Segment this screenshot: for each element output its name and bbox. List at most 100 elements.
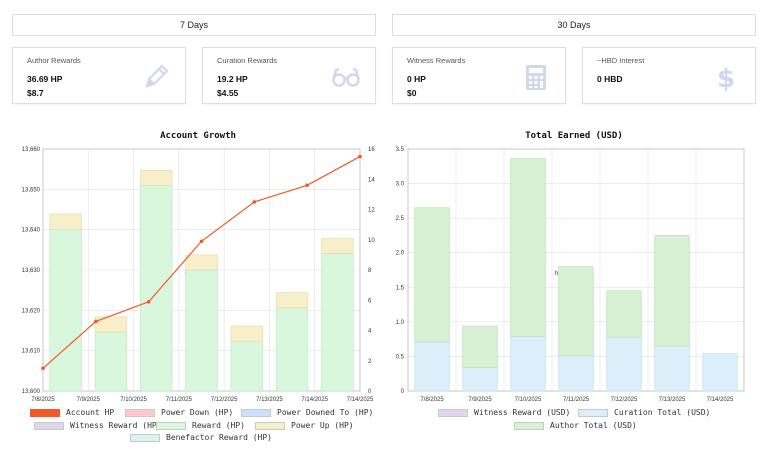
reward-bar: [140, 184, 173, 392]
legend-item[interactable]: Power Up (HP): [255, 421, 354, 430]
author-rewards-card: Author Rewards 36.69 HP $8.7: [12, 47, 186, 104]
legend-swatch: [255, 421, 285, 430]
y-tick-label: 1.5: [396, 285, 405, 291]
legend-item[interactable]: Account HP: [30, 408, 114, 417]
x-tick-label: 7/8/2025: [31, 397, 55, 403]
legend-item[interactable]: Witness Reward (USD): [438, 408, 570, 417]
y-left-tick-label: 13,600: [22, 389, 41, 395]
curation-total-bar: [654, 345, 690, 392]
y-right-tick-label: 16: [368, 147, 375, 153]
legend-item[interactable]: Author Total (USD): [514, 421, 637, 430]
svg-text:$: $: [717, 64, 735, 92]
legend-label: Reward (HP): [192, 421, 245, 430]
x-tick-label: 7/10/2025: [515, 397, 542, 403]
legend-item[interactable]: Witness Reward (HP): [34, 421, 162, 430]
total-earned-legend: Witness Reward (USD) Curation Total (USD)…: [384, 406, 768, 436]
author-total-bar: [654, 235, 690, 347]
y-left-tick-label: 13,610: [22, 349, 41, 355]
legend-item[interactable]: Power Down (HP): [125, 408, 233, 417]
witness-rewards-card: Witness Rewards 0 HP $0: [392, 47, 566, 104]
card-value-hbd: 0 HBD: [597, 74, 623, 84]
legend-label: Curation Total (USD): [614, 408, 711, 417]
author-total-bar: [414, 207, 450, 343]
account-hp-point: [41, 366, 45, 371]
curation-total-bar: [414, 341, 450, 392]
legend-label: Witness Reward (HP): [70, 421, 162, 430]
reward-bar: [321, 253, 354, 392]
legend-item[interactable]: Power Downed To (HP): [241, 408, 373, 417]
x-tick-label: 7/8/2025: [420, 397, 444, 403]
y-tick-label: 1.0: [396, 320, 405, 326]
legend-item[interactable]: Benefactor Reward (HP): [130, 433, 272, 442]
curation-rewards-card: Curation Rewards 19.2 HP $4.55: [202, 47, 376, 104]
account-hp-point: [252, 200, 257, 204]
legend-swatch: [578, 408, 608, 417]
glasses-icon: [331, 62, 361, 92]
legend-label: Author Total (USD): [550, 421, 637, 430]
thirty-days-button[interactable]: 30 Days: [392, 14, 756, 36]
power-up-bar: [94, 316, 128, 333]
x-tick-label: 7/14/2025: [347, 397, 374, 403]
legend-swatch: [130, 433, 160, 442]
y-left-tick-label: 13,660: [22, 147, 41, 153]
y-right-tick-label: 2: [368, 359, 372, 365]
total-earned-title: Total Earned (USD): [525, 131, 623, 141]
power-up-bar: [49, 213, 82, 230]
reward-bar: [230, 340, 263, 392]
legend-swatch: [156, 421, 186, 430]
y-tick-label: 3.5: [396, 147, 405, 153]
x-tick-label: 7/12/2025: [611, 397, 638, 403]
y-tick-label: 2.5: [396, 216, 405, 222]
x-tick-label: 7/14/2025: [301, 397, 328, 403]
power-up-bar: [275, 292, 309, 309]
reward-bar: [185, 269, 218, 392]
x-tick-label: 7/13/2025: [256, 397, 283, 403]
y-right-tick-label: 8: [368, 268, 372, 274]
y-left-tick-label: 13,640: [22, 228, 41, 234]
x-tick-label: 7/11/2025: [166, 397, 193, 403]
dollar-icon: $: [711, 62, 741, 94]
seven-days-button[interactable]: 7 Days: [12, 14, 376, 36]
pencil-icon: [141, 62, 171, 92]
y-left-tick-label: 13,620: [22, 308, 41, 314]
power-up-bar: [185, 254, 218, 271]
card-value-usd: $0: [407, 88, 417, 98]
legend-swatch: [241, 408, 271, 417]
account-hp-point: [146, 299, 151, 304]
card-label: Witness Rewards: [407, 56, 466, 65]
card-label: Curation Rewards: [217, 56, 278, 65]
legend-label: Power Down (HP): [161, 408, 234, 417]
legend-item[interactable]: Curation Total (USD): [578, 408, 710, 417]
x-tick-label: 7/11/2025: [563, 397, 590, 403]
account-hp-point: [199, 239, 204, 244]
legend-label: Power Up (HP): [291, 421, 354, 430]
legend-swatch: [30, 408, 60, 417]
legend-swatch: [438, 408, 468, 417]
hbd-interest-card: ~HBD Interest 0 HBD $: [582, 47, 756, 104]
legend-item[interactable]: Reward (HP): [156, 421, 245, 430]
author-total-bar: [510, 158, 546, 337]
y-right-tick-label: 0: [368, 389, 372, 395]
y-tick-label: 0.5: [396, 354, 405, 360]
x-tick-label: 7/9/2025: [468, 397, 492, 403]
card-value-usd: $8.7: [27, 88, 44, 98]
account-growth-title: Account Growth: [160, 131, 236, 141]
author-total-bar: [558, 266, 594, 357]
account-hp-point: [305, 183, 309, 188]
legend-swatch: [514, 421, 544, 430]
legend-label: Benefactor Reward (HP): [166, 433, 272, 442]
reward-bar: [49, 228, 82, 392]
account-growth-legend: Account HP Power Down (HP) Power Downed To…: [0, 406, 384, 446]
legend-label: Account HP: [66, 408, 115, 417]
power-up-bar: [321, 237, 354, 254]
x-tick-label: 7/9/2025: [77, 397, 101, 403]
curation-total-bar: [606, 336, 642, 392]
x-tick-label: 7/14/2025: [707, 397, 734, 403]
author-total-bar: [606, 290, 642, 338]
y-right-tick-label: 4: [368, 329, 372, 335]
x-tick-label: 7/13/2025: [659, 397, 686, 403]
y-tick-label: 0: [401, 389, 405, 395]
legend-swatch: [34, 421, 64, 430]
y-right-tick-label: 14: [368, 177, 375, 183]
legend-swatch: [125, 408, 155, 417]
